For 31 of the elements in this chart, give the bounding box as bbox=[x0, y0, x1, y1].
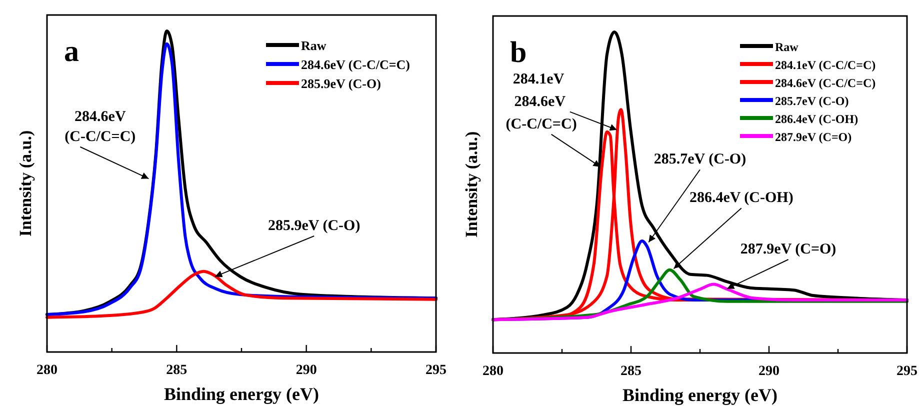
legend-label: 284.1eV (C-C/C=C) bbox=[775, 58, 876, 72]
legend-label: Raw bbox=[775, 40, 799, 54]
x-tick-label: 285 bbox=[166, 363, 188, 378]
legend-label: 285.9eV (C-O) bbox=[301, 76, 381, 91]
x-axis-title: Binding energy (eV) bbox=[622, 385, 778, 405]
legend-label: 287.9eV (C=O) bbox=[775, 130, 852, 144]
x-tick-label: 280 bbox=[36, 363, 58, 378]
chart-title: b bbox=[510, 36, 527, 69]
x-tick-label: 280 bbox=[482, 364, 504, 379]
annotation: (C-C/C=C) bbox=[506, 116, 577, 132]
y-axis-title: Intensity (a.u.) bbox=[462, 131, 481, 238]
chart-title: a bbox=[64, 35, 79, 68]
annotation: 285.9eV (C-O) bbox=[268, 218, 360, 234]
annotation: 286.4eV (C-OH) bbox=[689, 190, 794, 206]
legend-label: 286.4eV (C-OH) bbox=[775, 112, 858, 126]
x-tick-label: 295 bbox=[426, 363, 446, 378]
x-axis-title: Binding energy (eV) bbox=[164, 384, 319, 404]
legend-label: Raw bbox=[301, 38, 327, 53]
legend-label: 284.6eV (C-C/C=C) bbox=[775, 76, 876, 90]
annotation: 284.6eV (C-C/C=C) bbox=[64, 108, 136, 145]
legend-label: 285.7eV (C-O) bbox=[775, 94, 849, 108]
annotation: 287.9eV (C=O) bbox=[740, 241, 836, 258]
x-tick-label: 295 bbox=[896, 364, 918, 379]
legend-label: 284.6eV (C-C/C=C) bbox=[301, 57, 410, 72]
annotation: 284.6eV bbox=[514, 94, 566, 110]
y-axis-title: Intensity (a.u.) bbox=[16, 130, 35, 237]
annotation: 284.1eV bbox=[512, 71, 564, 88]
x-tick-label: 290 bbox=[296, 363, 317, 378]
annotation: 285.7eV (C-O) bbox=[654, 152, 746, 168]
x-tick-label: 290 bbox=[758, 364, 780, 379]
x-tick-label: 285 bbox=[620, 364, 642, 379]
